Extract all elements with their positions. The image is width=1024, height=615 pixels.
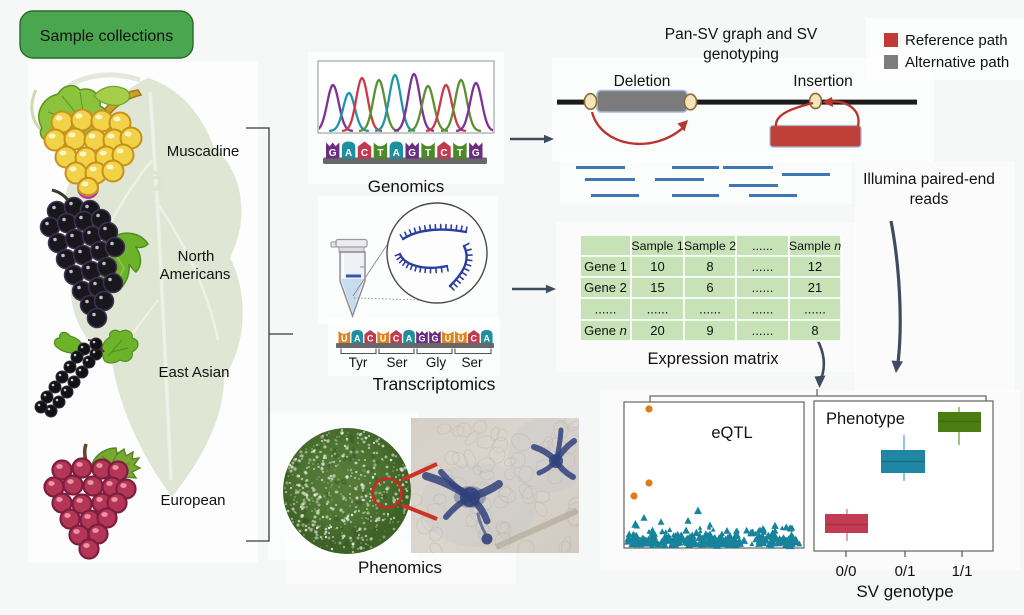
svg-text:Muscadine: Muscadine [167,143,240,160]
svg-text:C: C [367,334,374,344]
svg-text:Phenomics: Phenomics [358,558,442,577]
svg-text:SV genotype: SV genotype [856,582,953,601]
svg-text:......: ...... [752,280,774,295]
svg-text:U: U [380,334,387,344]
svg-text:Sample collections: Sample collections [40,28,173,45]
svg-text:T: T [377,148,383,159]
svg-text:C: C [440,148,447,159]
svg-text:......: ...... [752,259,774,274]
svg-text:8: 8 [706,259,713,274]
svg-text:A: A [406,334,413,344]
svg-text:eQTL: eQTL [711,424,752,442]
svg-text:Tyr: Tyr [349,355,368,370]
svg-text:G: G [418,334,425,344]
svg-text:North: North [178,248,215,265]
svg-text:21: 21 [808,280,822,295]
svg-text:European: European [160,492,225,509]
svg-text:Sample n: Sample n [789,239,841,253]
svg-text:......: ...... [804,302,826,317]
svg-text:A: A [345,148,352,159]
svg-text:15: 15 [650,280,664,295]
svg-text:C: C [471,334,478,344]
svg-text:Gene n: Gene n [584,323,627,338]
svg-text:Sample 2: Sample 2 [684,239,736,253]
svg-text:8: 8 [811,323,818,338]
svg-text:6: 6 [706,280,713,295]
svg-text:Pan-SV graph and SV: Pan-SV graph and SV [665,26,818,43]
svg-text:Americans: Americans [160,266,231,283]
svg-text:......: ...... [752,239,773,253]
svg-text:20: 20 [650,323,664,338]
svg-text:U: U [445,334,452,344]
svg-text:Transcriptomics: Transcriptomics [373,374,496,394]
svg-text:Genomics: Genomics [368,177,445,196]
svg-text:......: ...... [595,302,617,317]
svg-text:12: 12 [808,259,822,274]
svg-text:Gene 2: Gene 2 [584,280,627,295]
svg-text:Ser: Ser [461,355,483,370]
svg-text:East Asian: East Asian [159,364,230,381]
svg-text:Reference path: Reference path [905,32,1008,49]
svg-text:0/1: 0/1 [895,563,916,580]
svg-text:A: A [393,148,400,159]
svg-text:G: G [408,148,416,159]
svg-text:Ser: Ser [386,355,408,370]
svg-text:A: A [484,334,491,344]
svg-text:Alternative path: Alternative path [905,54,1009,71]
svg-text:C: C [361,148,368,159]
svg-text:A: A [354,334,361,344]
svg-text:Gly: Gly [426,355,447,370]
svg-text:Insertion: Insertion [793,73,852,90]
svg-text:1/1: 1/1 [952,563,973,580]
svg-text:C: C [393,334,400,344]
svg-text:T: T [457,148,463,159]
svg-text:......: ...... [647,302,669,317]
svg-text:......: ...... [752,323,774,338]
svg-text:Gene 1: Gene 1 [584,259,627,274]
svg-text:Expression matrix: Expression matrix [647,350,779,368]
svg-text:Illumina paired-end: Illumina paired-end [863,171,995,188]
svg-text:Phenotype: Phenotype [826,410,905,428]
svg-text:9: 9 [706,323,713,338]
svg-text:reads: reads [910,191,949,208]
svg-text:G: G [472,148,480,159]
svg-text:Sample 1: Sample 1 [631,239,683,253]
svg-text:10: 10 [650,259,664,274]
svg-text:G: G [431,334,438,344]
svg-text:genotyping: genotyping [703,46,779,63]
svg-text:G: G [329,148,337,159]
svg-text:0/0: 0/0 [836,563,857,580]
svg-text:U: U [341,334,348,344]
svg-text:Deletion: Deletion [614,73,671,90]
svg-text:T: T [425,148,431,159]
svg-text:......: ...... [752,302,774,317]
svg-text:U: U [458,334,465,344]
svg-text:......: ...... [699,302,721,317]
